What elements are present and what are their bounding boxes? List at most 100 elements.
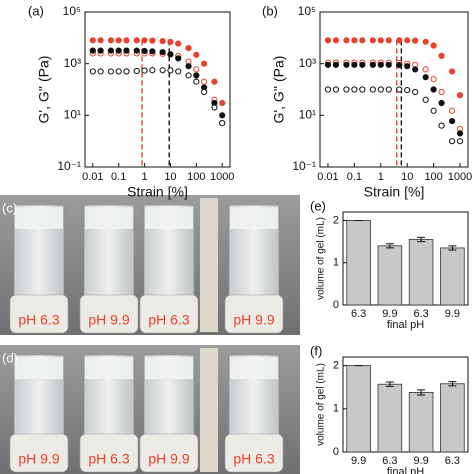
data-point bbox=[149, 67, 156, 74]
x-axis-label: Strain [%] bbox=[364, 184, 425, 200]
data-point bbox=[377, 86, 384, 93]
data-point bbox=[448, 107, 456, 114]
data-point bbox=[201, 78, 208, 85]
gel bbox=[145, 207, 193, 229]
data-point bbox=[351, 37, 358, 44]
bar bbox=[440, 247, 465, 306]
y-tick-label: 10⁵ bbox=[298, 4, 316, 18]
ruler bbox=[200, 198, 218, 332]
data-point bbox=[159, 37, 166, 45]
data-point bbox=[107, 37, 114, 44]
data-point bbox=[332, 86, 340, 93]
vial-label: pH 6.3 bbox=[88, 451, 129, 467]
data-point bbox=[175, 68, 182, 75]
data-point bbox=[193, 51, 200, 58]
data-point bbox=[324, 61, 332, 68]
vial-label: pH 9.9 bbox=[233, 312, 274, 328]
y-tick-label: 10⁻¹ bbox=[292, 159, 316, 173]
y-tick-label: 10¹ bbox=[299, 108, 316, 122]
ruler bbox=[200, 348, 218, 472]
data-point bbox=[343, 86, 350, 93]
data-point bbox=[115, 37, 122, 44]
data-point bbox=[332, 61, 340, 68]
data-point bbox=[359, 61, 366, 68]
error-bar bbox=[385, 381, 394, 387]
data-point bbox=[351, 86, 358, 93]
data-point bbox=[422, 74, 429, 81]
data-point bbox=[404, 63, 411, 70]
x-tick-label: 10 bbox=[164, 171, 176, 183]
data-point bbox=[324, 37, 332, 44]
y-tick-label: 10³ bbox=[299, 56, 316, 70]
vial-label: pH 6.3 bbox=[233, 451, 274, 467]
data-point bbox=[396, 37, 403, 44]
x-tick-label: 100 bbox=[187, 171, 205, 183]
error-bar bbox=[417, 236, 426, 243]
x-tick-label: 0.1 bbox=[347, 171, 362, 183]
panel-label: (e) bbox=[310, 198, 326, 213]
bar bbox=[377, 383, 403, 453]
data-point bbox=[448, 68, 456, 75]
plot-frame bbox=[342, 211, 469, 306]
data-point bbox=[211, 78, 218, 85]
data-point bbox=[456, 92, 464, 99]
data-point bbox=[219, 112, 226, 119]
y-tick-label: 10⁻¹ bbox=[57, 159, 81, 173]
y-tick-label: 2 bbox=[333, 360, 339, 372]
data-point bbox=[175, 55, 182, 62]
y-tick-label: 0 bbox=[333, 299, 339, 311]
panel-label: (f) bbox=[310, 343, 322, 358]
vial-base bbox=[139, 433, 199, 473]
data-point bbox=[185, 45, 192, 52]
gel bbox=[145, 357, 193, 379]
x-tick-label: 0.1 bbox=[111, 171, 126, 183]
data-point bbox=[149, 48, 156, 55]
data-point bbox=[107, 68, 114, 75]
data-point bbox=[167, 67, 174, 74]
data-point bbox=[430, 86, 437, 93]
data-point bbox=[385, 86, 392, 93]
y-tick-label: 1 bbox=[333, 257, 339, 269]
data-point bbox=[377, 37, 384, 44]
data-point bbox=[359, 37, 366, 44]
data-point bbox=[159, 49, 166, 56]
vial-base bbox=[139, 294, 199, 334]
data-point bbox=[141, 47, 148, 55]
data-point bbox=[412, 88, 419, 96]
data-point bbox=[97, 47, 104, 54]
vial-label: pH 6.3 bbox=[18, 312, 59, 328]
data-point bbox=[97, 68, 104, 75]
data-point bbox=[422, 96, 429, 103]
panel-label: (c) bbox=[2, 200, 17, 215]
data-point bbox=[193, 78, 200, 85]
data-point bbox=[193, 66, 200, 73]
data-point bbox=[385, 61, 392, 68]
data-point bbox=[438, 122, 445, 129]
data-point bbox=[377, 61, 384, 68]
data-point bbox=[133, 67, 140, 75]
y-axis-label: volume of gel (mL) bbox=[316, 363, 327, 446]
x-tick-label: 0.01 bbox=[317, 171, 338, 183]
data-point bbox=[438, 52, 445, 59]
gel bbox=[85, 357, 133, 379]
error-bar bbox=[448, 245, 457, 251]
x-tick-label: 6.3 bbox=[413, 308, 428, 320]
data-point bbox=[456, 138, 464, 145]
data-point bbox=[456, 130, 464, 137]
x-tick-label: 100 bbox=[424, 171, 442, 183]
plot-frame bbox=[342, 356, 469, 453]
x-tick-label: 1 bbox=[141, 171, 147, 183]
error-bar bbox=[385, 243, 394, 249]
data-point bbox=[115, 68, 122, 75]
x-tick-label: 6.3 bbox=[382, 455, 397, 467]
vial-base bbox=[224, 294, 284, 334]
y-tick-label: 10³ bbox=[64, 56, 81, 70]
data-point bbox=[167, 51, 174, 58]
x-tick-label: 1000 bbox=[210, 171, 234, 183]
data-point bbox=[351, 61, 358, 68]
data-point bbox=[123, 37, 130, 44]
gel bbox=[230, 207, 278, 229]
x-tick-label: 6.3 bbox=[445, 455, 460, 467]
data-point bbox=[89, 47, 96, 54]
